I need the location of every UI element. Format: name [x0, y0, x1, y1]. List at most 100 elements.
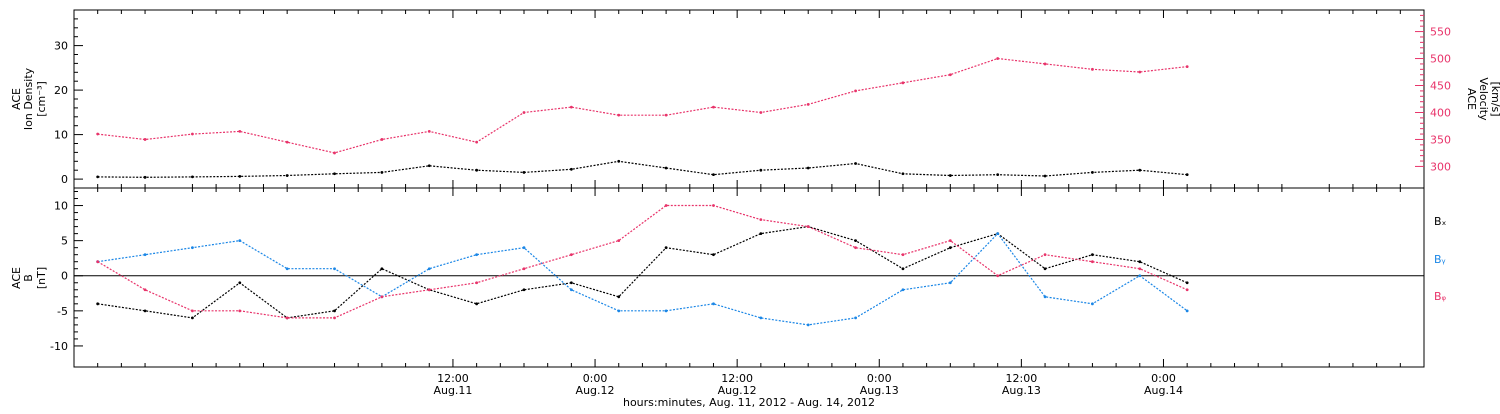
right-tick-label: 400 — [1430, 106, 1451, 119]
series-pink-point — [1091, 260, 1094, 264]
left-tick-label: 30 — [54, 40, 68, 53]
right-tick-label: 500 — [1430, 53, 1451, 66]
series-black-point — [712, 253, 715, 257]
series-pink-point — [617, 113, 621, 117]
legend-by: Bᵧ — [1434, 253, 1446, 266]
series-pink-point — [569, 253, 573, 257]
x-tick-date-label: Aug.13 — [1002, 384, 1041, 397]
series-pink-point — [1185, 288, 1189, 292]
left-tick-label: 0 — [61, 173, 68, 186]
series-pink-point — [806, 225, 810, 229]
x-tick-time-label: 12:00 — [437, 372, 469, 385]
series-black-point — [475, 302, 479, 306]
top-right-axis-label-line2: Velocity — [1477, 77, 1490, 121]
series-black-point — [759, 232, 763, 236]
left-tick-label: 5 — [61, 235, 68, 248]
series-pink-point — [475, 281, 479, 285]
series-pink-point — [96, 132, 100, 136]
x-tick-date-label: Aug.12 — [576, 384, 615, 397]
series-pink-point — [285, 140, 289, 144]
series-blue-line — [97, 232, 1188, 326]
series-pink-point — [759, 218, 763, 221]
bottom-left-axis-label-line1: ACE — [10, 267, 23, 289]
series-blue-point — [1185, 309, 1189, 313]
x-tick-time-label: 12:00 — [1006, 372, 1038, 385]
series-pink-point — [569, 105, 573, 109]
series-black-point — [191, 316, 194, 320]
series-black-point — [522, 171, 526, 174]
right-tick-label: 450 — [1430, 80, 1451, 93]
series-blue-point — [1138, 274, 1142, 278]
series-pink-point — [191, 309, 194, 313]
series-pink-point — [238, 129, 242, 133]
series-pink-point — [712, 204, 715, 207]
top-left-axis-label-line1: ACE — [10, 88, 23, 110]
series-black-point — [475, 168, 479, 172]
series-black-point — [1091, 253, 1094, 257]
series-black-point — [996, 173, 1000, 177]
series-blue-point — [806, 323, 810, 327]
x-tick-date-label: Aug.13 — [860, 384, 899, 397]
x-tick-date-label: Aug.12 — [718, 384, 757, 397]
series-black-point — [569, 167, 573, 171]
top-right-axis-label-line3: [km/s] — [1489, 81, 1500, 116]
x-tick-date-label: Aug.14 — [1144, 384, 1183, 397]
series-pink-point — [664, 113, 668, 117]
bottom-left-axis-label-line3: [nT] — [35, 267, 48, 289]
top-left-axis-label-line3: [cm⁻³] — [35, 81, 48, 117]
series-black-point — [380, 267, 384, 271]
x-tick-time-label: 0:00 — [867, 372, 892, 385]
series-pink-line — [97, 204, 1188, 319]
series-blue-point — [285, 267, 289, 271]
series-black-point — [96, 175, 100, 179]
series-black-point — [759, 168, 763, 172]
series-pink-point — [617, 239, 621, 243]
series-pink-point — [333, 316, 336, 320]
series-black-point — [901, 172, 905, 176]
x-tick-date-label: Aug.11 — [433, 384, 472, 397]
series-pink-point — [238, 309, 242, 313]
bottom-panel-frame — [73, 187, 1425, 368]
series-blue-point — [191, 246, 194, 250]
series-pink-point — [427, 129, 431, 133]
series-blue-point — [664, 309, 668, 313]
series-pink-point — [380, 138, 384, 141]
series-pink-point — [854, 89, 857, 93]
series-pink-point — [191, 132, 194, 136]
series-black-point — [617, 295, 621, 299]
right-tick-label: 350 — [1430, 133, 1451, 146]
legend-bx: Bₓ — [1434, 215, 1447, 228]
left-tick-label: 20 — [54, 84, 68, 97]
series-pink-point — [996, 57, 1000, 60]
series-black-point — [948, 174, 952, 177]
series-pink-point — [522, 111, 526, 114]
series-blue-point — [901, 288, 905, 292]
series-blue-point — [1043, 295, 1047, 299]
series-blue-point — [854, 316, 857, 320]
series-blue-point — [143, 253, 147, 257]
x-tick-time-label: 0:00 — [1151, 372, 1176, 385]
series-pink-point — [1091, 67, 1094, 71]
series-blue-point — [759, 316, 763, 320]
series-black-point — [806, 166, 810, 170]
series-black-point — [522, 288, 526, 292]
left-tick-label: 0 — [61, 270, 68, 283]
series-pink-point — [522, 267, 526, 271]
series-pink-point — [854, 246, 857, 250]
series-black-point — [854, 239, 857, 243]
series-black-point — [96, 302, 100, 306]
x-tick-time-label: 12:00 — [721, 372, 753, 385]
series-black-point — [1043, 174, 1047, 178]
series-black-point — [333, 172, 336, 176]
series-pink-point — [712, 105, 715, 109]
series-blue-point — [712, 302, 715, 306]
right-tick-label: 300 — [1430, 160, 1451, 173]
series-black-point — [948, 246, 952, 250]
series-pink-point — [380, 295, 384, 299]
series-blue-point — [333, 267, 336, 271]
series-pink-point — [948, 73, 952, 77]
series-black-point — [238, 175, 242, 178]
series-black-point — [664, 246, 668, 250]
